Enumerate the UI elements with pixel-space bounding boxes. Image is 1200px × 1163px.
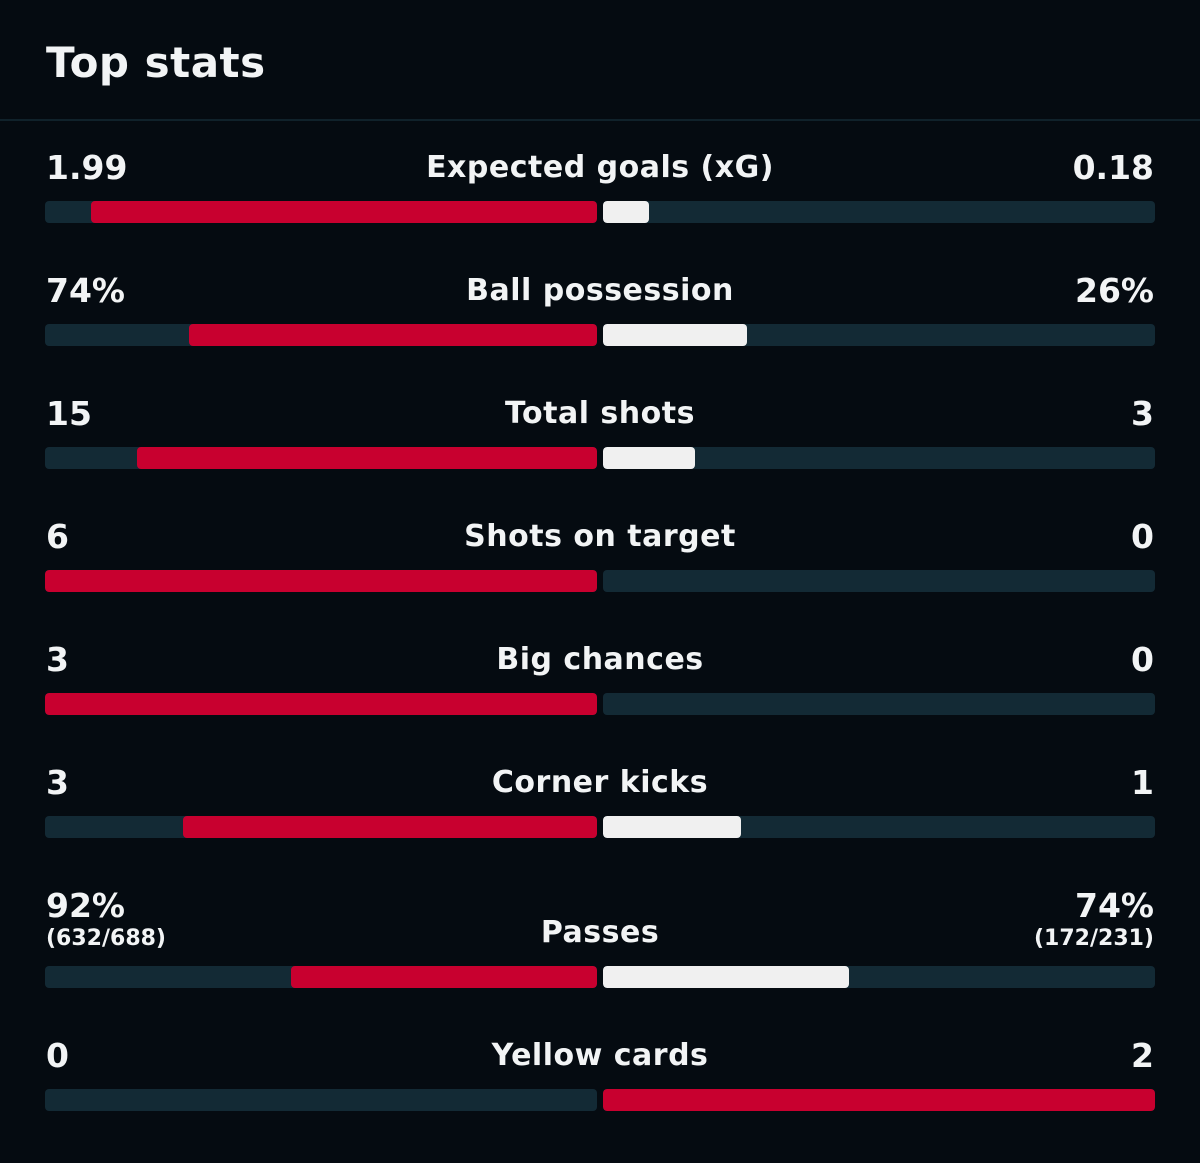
stats-header: Top stats: [0, 0, 1200, 121]
away-bar-fill: [603, 324, 747, 346]
home-bar-track: [45, 447, 597, 469]
away-value: 3: [1131, 394, 1154, 433]
away-bar-fill: [603, 447, 696, 469]
home-value: 6: [46, 517, 69, 556]
stat-label: Big chances: [496, 642, 704, 677]
away-bar-track: [603, 570, 1155, 592]
home-bar-fill: [290, 966, 597, 988]
stat-row: 3 Corner kicks 1: [0, 765, 1200, 875]
away-value: 1: [1131, 763, 1154, 802]
home-value: 3: [46, 763, 69, 802]
home-value: 92%: [46, 886, 125, 925]
stat-row: 74% Ball possession 26%: [0, 273, 1200, 383]
away-bar-fill: [603, 966, 849, 988]
stat-label: Ball possession: [466, 273, 734, 308]
away-bar-track: [603, 693, 1155, 715]
home-bar-fill: [188, 324, 597, 346]
home-bar-fill: [90, 201, 597, 223]
stat-label: Total shots: [505, 396, 695, 431]
home-value: 15: [46, 394, 92, 433]
stat-label: Corner kicks: [491, 765, 709, 800]
away-value: 0: [1131, 640, 1154, 679]
away-subvalue: (172/231): [1034, 926, 1154, 951]
away-bar-track: [603, 201, 1155, 223]
stat-label: Expected goals (xG): [426, 150, 774, 185]
away-bar-track: [603, 1089, 1155, 1111]
home-bar-track: [45, 693, 597, 715]
stat-row: 6 Shots on target 0: [0, 519, 1200, 629]
home-subvalue: (632/688): [46, 926, 166, 951]
away-value: 0: [1131, 517, 1154, 556]
home-bar-track: [45, 1089, 597, 1111]
home-bar-track: [45, 816, 597, 838]
away-bar-track: [603, 447, 1155, 469]
stat-row: 92% Passes 74% (632/688) (172/231): [0, 888, 1200, 998]
stat-row: 3 Big chances 0: [0, 642, 1200, 752]
home-bar-track: [45, 201, 597, 223]
home-bar-track: [45, 966, 597, 988]
stat-label: Passes: [540, 915, 660, 950]
away-bar-fill: [603, 1089, 1155, 1111]
stat-row: 15 Total shots 3: [0, 396, 1200, 506]
home-bar-fill: [137, 447, 597, 469]
away-bar-track: [603, 966, 1155, 988]
home-bar-fill: [45, 570, 597, 592]
page-title: Top stats: [46, 38, 266, 87]
away-value: 2: [1131, 1036, 1154, 1075]
away-value: 26%: [1075, 271, 1154, 310]
home-bar-track: [45, 570, 597, 592]
away-bar-track: [603, 324, 1155, 346]
stat-row: 1.99 Expected goals (xG) 0.18: [0, 150, 1200, 260]
home-value: 74%: [46, 271, 125, 310]
stat-label: Shots on target: [464, 519, 736, 554]
home-bar-track: [45, 324, 597, 346]
away-bar-track: [603, 816, 1155, 838]
away-value: 74%: [1075, 886, 1154, 925]
stat-label: Yellow cards: [491, 1038, 709, 1073]
stat-row: 0 Yellow cards 2: [0, 1038, 1200, 1148]
away-bar-fill: [603, 816, 741, 838]
away-value: 0.18: [1072, 148, 1154, 187]
home-value: 0: [46, 1036, 69, 1075]
home-value: 1.99: [46, 148, 128, 187]
away-bar-fill: [603, 201, 649, 223]
home-value: 3: [46, 640, 69, 679]
home-bar-fill: [45, 693, 597, 715]
home-bar-fill: [183, 816, 597, 838]
